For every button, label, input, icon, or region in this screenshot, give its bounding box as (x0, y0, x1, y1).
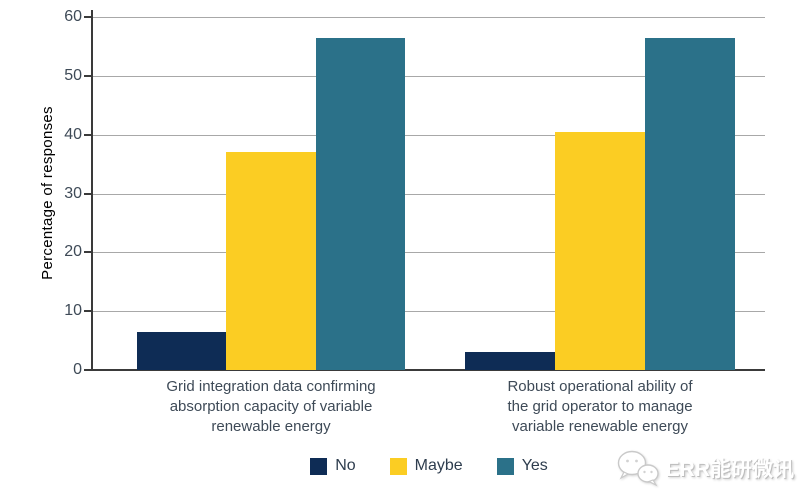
gridline-y-50 (93, 75, 765, 77)
bar-yes-group1 (315, 37, 405, 370)
wechat-icon (617, 450, 659, 487)
gridline-y-60 (93, 17, 765, 18)
bar-group-2 (465, 17, 735, 370)
y-tickmark-0 (84, 369, 91, 371)
gridline-y-10 (93, 311, 765, 313)
legend-swatch-yes (496, 457, 514, 475)
x-category-label-1: Grid integration data confirming absorpt… (166, 378, 376, 435)
legend-item-yes: Yes (496, 457, 548, 475)
plot-area (93, 17, 765, 370)
y-tick-label-30: 30 (64, 184, 82, 202)
legend-swatch-maybe (389, 457, 407, 475)
legend-swatch-no (310, 457, 328, 475)
bar-no-group1 (137, 331, 227, 370)
y-tickmark-50 (84, 74, 91, 77)
gridline-y-40 (93, 134, 765, 136)
gridline-y-20 (93, 252, 765, 254)
y-axis-line (91, 10, 93, 370)
bar-no-group2 (465, 352, 555, 370)
x-category-label-2: Robust operational ability of the grid o… (507, 378, 693, 435)
y-tickmark-60 (84, 16, 91, 18)
gridline-y-30 (93, 193, 765, 195)
y-tick-label-40: 40 (64, 125, 82, 143)
x-axis-line (91, 369, 765, 371)
y-tickmark-20 (84, 251, 91, 254)
legend: No Maybe Yes (93, 457, 765, 475)
y-tickmark-10 (84, 310, 91, 313)
y-tick-label-50: 50 (64, 66, 82, 84)
legend-label-no: No (335, 457, 356, 474)
y-tickmark-40 (84, 133, 91, 136)
bar-group-1 (137, 17, 405, 370)
bar-maybe-group1 (226, 152, 316, 370)
y-tick-label-60: 60 (64, 8, 82, 25)
bar-yes-group2 (645, 37, 735, 370)
y-tickmark-30 (84, 192, 91, 195)
watermark: ERR能研微讯 (615, 448, 794, 488)
y-tick-label-10: 10 (64, 302, 82, 320)
y-tick-label-0: 0 (73, 361, 82, 378)
legend-item-no: No (310, 457, 356, 475)
legend-item-maybe: Maybe (389, 457, 463, 475)
legend-label-maybe: Maybe (414, 457, 463, 474)
legend-label-yes: Yes (521, 457, 548, 474)
y-tick-label-20: 20 (64, 243, 82, 261)
bar-maybe-group2 (555, 131, 645, 370)
watermark-text: ERR能研微讯 (665, 458, 794, 481)
